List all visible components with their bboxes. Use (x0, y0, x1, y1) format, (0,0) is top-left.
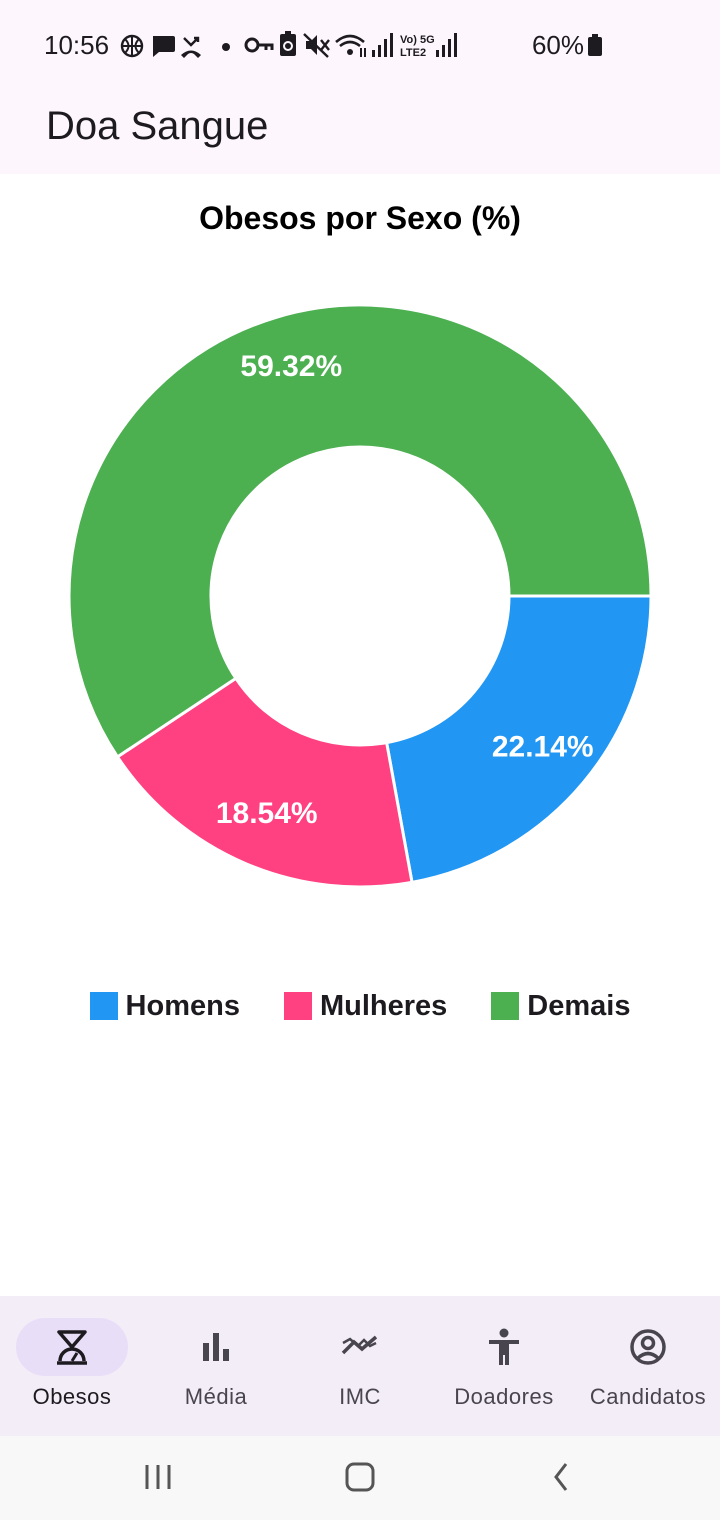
battery-icon (588, 34, 602, 56)
trending-icon (341, 1335, 378, 1355)
volte-lte2-icon: Vo) 5G LTE2 (400, 34, 435, 59)
svg-text:LTE2: LTE2 (400, 47, 426, 59)
mute-icon (303, 33, 330, 58)
nav-item-media[interactable]: Média (144, 1296, 288, 1436)
status-left-icons (120, 34, 230, 58)
nav-active-indicator[interactable] (16, 1318, 128, 1376)
bar-chart-icon (203, 1333, 229, 1361)
basketball-icon (120, 34, 144, 58)
dot-icon (222, 43, 230, 51)
home-icon[interactable] (330, 1456, 390, 1500)
legend-item-mulheres: Mulheres (283, 989, 448, 1023)
status-bar: 10:56 (0, 0, 720, 92)
nav-label: Doadores (454, 1384, 554, 1409)
signal-icon (435, 33, 457, 57)
nav-icon-container[interactable] (592, 1318, 704, 1376)
status-right: Vo) 5G LTE2 60% (244, 30, 602, 60)
status-right-icons: Vo) 5G LTE2 (244, 31, 457, 59)
bottom-navigation: Obesos Média IMC Doadores (0, 1296, 720, 1436)
legend-label: Homens (125, 989, 240, 1022)
nav-item-obesos[interactable]: Obesos (0, 1296, 144, 1436)
nav-label: Candidatos (589, 1384, 707, 1409)
back-icon[interactable] (536, 1456, 586, 1500)
nav-icon-container[interactable] (304, 1318, 416, 1376)
legend-swatch (491, 992, 520, 1020)
nav-icon-container[interactable] (160, 1318, 272, 1376)
person-icon (489, 1328, 519, 1365)
app-bar: Doa Sangue (0, 92, 720, 174)
donut-slice-demais (67, 303, 653, 759)
donut-chart: 22.14% 18.54% 59.32% (67, 303, 653, 889)
app-title: Doa Sangue (46, 104, 269, 148)
svg-text:Vo) 5G: Vo) 5G (400, 34, 435, 46)
nav-icon-container[interactable] (448, 1318, 560, 1376)
slice-value-label: 22.14% (492, 730, 594, 763)
legend-item-demais: Demais (491, 990, 630, 1023)
key-icon (244, 37, 274, 53)
system-nav-buttons (130, 1456, 586, 1500)
nav-label: IMC (339, 1384, 381, 1409)
chart-title: Obesos por Sexo (%) (199, 200, 521, 236)
legend-swatch (283, 992, 312, 1020)
legend-swatch (89, 992, 118, 1020)
nav-label: Obesos (32, 1384, 112, 1409)
legend-label: Demais (527, 989, 631, 1022)
missed-call-icon (181, 36, 201, 58)
nav-item-imc[interactable]: IMC (288, 1296, 432, 1436)
wifi-icon (335, 34, 366, 57)
recent-apps-icon[interactable] (130, 1456, 186, 1500)
donut-slice-mulheres (115, 676, 414, 889)
nav-item-doadores[interactable]: Doadores (432, 1296, 576, 1436)
account-circle-icon (630, 1329, 666, 1365)
legend-label: Mulheres (319, 989, 448, 1022)
battery-saver-icon (279, 31, 296, 56)
status-time: 10:56 (44, 30, 110, 60)
legend-item-homens: Homens (89, 989, 240, 1023)
scale-icon (57, 1330, 87, 1365)
signal-icon (371, 33, 393, 57)
donut-slice-homens (384, 594, 653, 885)
nav-item-candidatos[interactable]: Candidatos (576, 1296, 720, 1436)
chat-bubble-icon (153, 36, 175, 57)
nav-label: Média (184, 1384, 248, 1409)
battery-percent: 60% (531, 29, 584, 60)
slice-value-label: 59.32% (240, 350, 342, 383)
slice-value-label: 18.54% (216, 797, 318, 830)
system-navigation-bar (0, 1436, 720, 1520)
chart-legend: Homens Mulheres Demais (0, 984, 720, 1028)
